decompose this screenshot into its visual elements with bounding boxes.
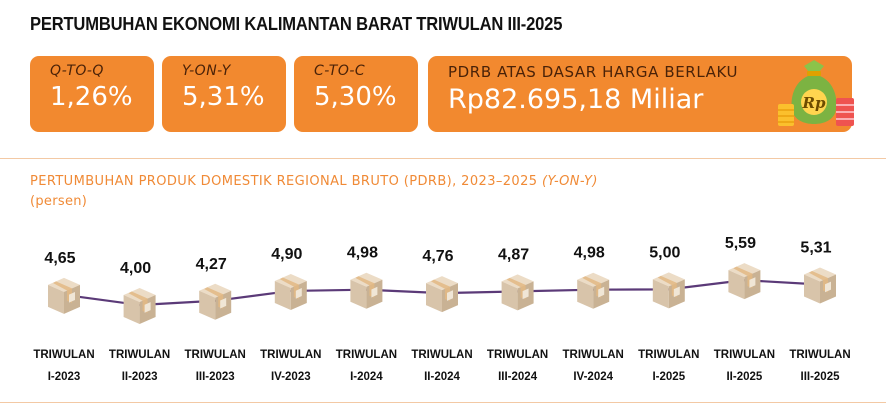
box-marker xyxy=(274,273,307,310)
qtoq-label: Q-TO-Q xyxy=(50,63,104,79)
page-title: PERTUMBUHAN EKONOMI KALIMANTAN BARAT TRI… xyxy=(30,14,563,34)
value-label: 5,59 xyxy=(725,235,756,252)
box-marker xyxy=(123,288,156,324)
pdrb-growth-chart: 4,65 TRIWULAN I-2023 4,00 TRIWULAN II-2023 4,2… xyxy=(33,235,850,383)
category-label: II-2023 xyxy=(122,371,158,383)
yony-label: Y-ON-Y xyxy=(182,63,231,79)
qtoq-card: Q-TO-Q 1,26% xyxy=(30,56,154,132)
category-label: TRIWULAN xyxy=(33,349,94,361)
yony-card: Y-ON-Y 5,31% xyxy=(162,56,286,132)
category-label: III-2025 xyxy=(801,371,841,383)
ctoc-label: C-TO-C xyxy=(314,63,366,79)
box-marker xyxy=(728,263,761,300)
category-label: TRIWULAN xyxy=(714,349,775,361)
category-label: II-2025 xyxy=(726,371,762,383)
category-label: TRIWULAN xyxy=(260,349,321,361)
category-label: II-2024 xyxy=(424,371,460,383)
category-label: TRIWULAN xyxy=(789,349,850,361)
value-label: 5,31 xyxy=(800,240,831,257)
value-label: 4,98 xyxy=(574,245,605,262)
value-label: 4,76 xyxy=(422,248,453,265)
category-label: I-2025 xyxy=(652,371,685,383)
bottom-divider xyxy=(0,402,886,403)
category-label: I-2023 xyxy=(48,371,81,383)
ctoc-card: C-TO-C 5,30% xyxy=(294,56,418,132)
chart-title-yoy: (Y-ON-Y) xyxy=(541,174,598,189)
box-marker xyxy=(577,272,610,309)
box-marker xyxy=(350,272,383,309)
box-marker xyxy=(804,267,836,304)
svg-text:Rp: Rp xyxy=(802,94,826,112)
box-marker xyxy=(652,272,685,309)
pdrb-card: PDRB ATAS DASAR HARGA BERLAKU Rp82.695,1… xyxy=(428,56,854,132)
category-label: I-2024 xyxy=(350,371,383,383)
box-marker xyxy=(48,277,80,314)
yony-value: 5,31% xyxy=(182,82,265,112)
chart-unit-label: (persen) xyxy=(30,194,88,209)
category-label: TRIWULAN xyxy=(336,349,397,361)
value-label: 4,00 xyxy=(120,260,151,277)
value-label: 4,90 xyxy=(271,246,302,263)
box-marker xyxy=(426,276,458,313)
category-label: IV-2024 xyxy=(573,371,613,383)
qtoq-value: 1,26% xyxy=(50,82,133,112)
pdrb-label: PDRB ATAS DASAR HARGA BERLAKU xyxy=(448,63,739,81)
category-label: III-2023 xyxy=(196,371,235,383)
category-label: TRIWULAN xyxy=(109,349,170,361)
value-label: 4,98 xyxy=(347,245,378,262)
category-label: TRIWULAN xyxy=(487,349,548,361)
category-label: TRIWULAN xyxy=(185,349,246,361)
money-bag-icon: Rp xyxy=(778,60,854,126)
box-marker xyxy=(199,283,232,320)
top-divider xyxy=(0,158,886,159)
ctoc-value: 5,30% xyxy=(314,82,397,112)
value-label: 4,27 xyxy=(196,256,227,273)
value-label: 5,00 xyxy=(649,244,680,261)
chart-title: PERTUMBUHAN PRODUK DOMESTIK REGIONAL BRU… xyxy=(30,174,598,189)
category-label: TRIWULAN xyxy=(563,349,624,361)
pdrb-value: Rp82.695,18 Miliar xyxy=(448,84,704,115)
category-label: TRIWULAN xyxy=(411,349,472,361)
value-label: 4,65 xyxy=(44,250,75,267)
category-label: IV-2023 xyxy=(271,371,311,383)
chart-title-main: PERTUMBUHAN PRODUK DOMESTIK REGIONAL BRU… xyxy=(30,174,542,189)
category-label: TRIWULAN xyxy=(638,349,699,361)
value-label: 4,87 xyxy=(498,246,529,263)
box-marker xyxy=(501,274,534,311)
category-label: III-2024 xyxy=(498,371,538,383)
